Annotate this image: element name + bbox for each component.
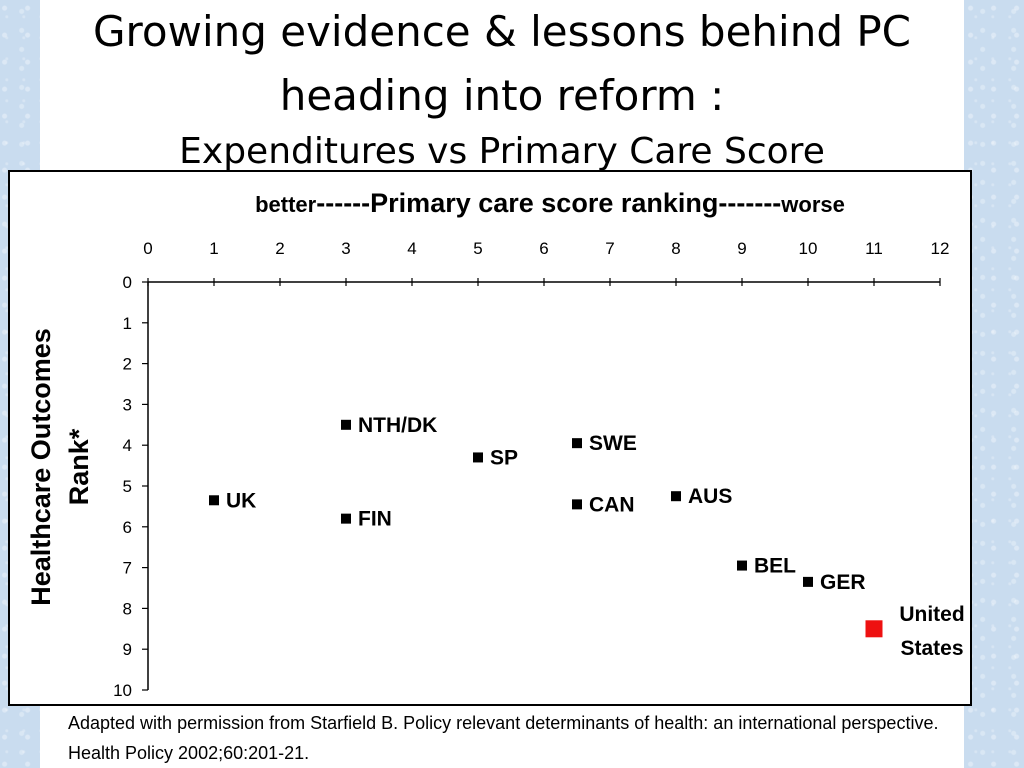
x-tick-label: 10 xyxy=(799,239,818,258)
x-tick-label: 7 xyxy=(605,239,614,258)
point-label: FIN xyxy=(358,508,392,531)
y-axis-label-line-2: Rank* xyxy=(64,428,94,505)
x-tick-label: 1 xyxy=(209,239,218,258)
source-caption: Adapted with permission from Starfield B… xyxy=(68,713,939,763)
title-line-2: heading into reform : xyxy=(279,71,725,120)
y-tick-label: 9 xyxy=(123,640,132,659)
y-tick-label: 8 xyxy=(123,599,132,618)
x-tick-label: 6 xyxy=(539,239,548,258)
y-axis-label: Healthcare Outcomes Rank* xyxy=(26,328,94,606)
y-tick-label: 1 xyxy=(123,314,132,333)
x-tick-label: 3 xyxy=(341,239,350,258)
y-tick-label: 10 xyxy=(113,681,132,700)
x-tick-label: 8 xyxy=(671,239,680,258)
chart-marks: UK NTH/DK FIN SP SWE CAN AUS BEL GER United States xyxy=(209,414,965,660)
point-united-states xyxy=(865,620,883,638)
point-label: NTH/DK xyxy=(358,414,437,437)
chart-title-worse: worse xyxy=(780,192,845,217)
x-tick-label: 11 xyxy=(865,239,883,258)
point-label: BEL xyxy=(754,555,796,578)
x-tick-label: 0 xyxy=(143,239,152,258)
y-tick-label: 4 xyxy=(123,436,132,455)
point-label: SWE xyxy=(589,432,637,455)
point-label: GER xyxy=(820,571,866,594)
x-tick-label: 2 xyxy=(275,239,284,258)
y-tick-label: 5 xyxy=(123,477,132,496)
point-sp xyxy=(473,452,483,463)
y-tick-label: 7 xyxy=(123,559,132,578)
x-tick-label: 12 xyxy=(931,239,950,258)
point-swe xyxy=(572,438,582,449)
point-uk xyxy=(209,495,219,506)
slide-title: Growing evidence & lessons behind PC hea… xyxy=(40,0,964,178)
scatter-chart: better------Primary care score ranking--… xyxy=(26,188,965,700)
point-can xyxy=(572,499,582,510)
y-tick-label: 2 xyxy=(123,355,132,374)
y-tick-label: 6 xyxy=(123,518,132,537)
point-label: CAN xyxy=(589,493,635,516)
title-line-3: Expenditures vs Primary Care Score xyxy=(179,131,825,172)
chart-frame: better------Primary care score ranking--… xyxy=(8,170,972,706)
title-line-1: Growing evidence & lessons behind PC xyxy=(93,7,911,56)
point-label: SP xyxy=(490,446,518,469)
y-tick-label: 0 xyxy=(123,273,132,292)
y-axis-label-line-1: Healthcare Outcomes xyxy=(26,328,56,606)
chart-title-middle: ------Primary care score ranking------- xyxy=(316,188,781,218)
chart-title: better------Primary care score ranking--… xyxy=(255,188,845,218)
y-tick-label: 3 xyxy=(123,395,132,414)
point-ger xyxy=(803,576,813,587)
point-bel xyxy=(737,560,747,571)
point-aus xyxy=(671,491,681,502)
x-tick-label: 9 xyxy=(737,239,746,258)
chart-title-better: better xyxy=(255,192,317,217)
x-tick-label: 4 xyxy=(407,239,416,258)
point-label: United xyxy=(899,603,964,626)
point-label: AUS xyxy=(688,485,732,508)
point-label: States xyxy=(900,637,963,660)
x-tick-label: 5 xyxy=(473,239,482,258)
point-label: UK xyxy=(226,489,256,512)
point-fin xyxy=(341,513,351,524)
point-nth-dk xyxy=(341,419,351,430)
